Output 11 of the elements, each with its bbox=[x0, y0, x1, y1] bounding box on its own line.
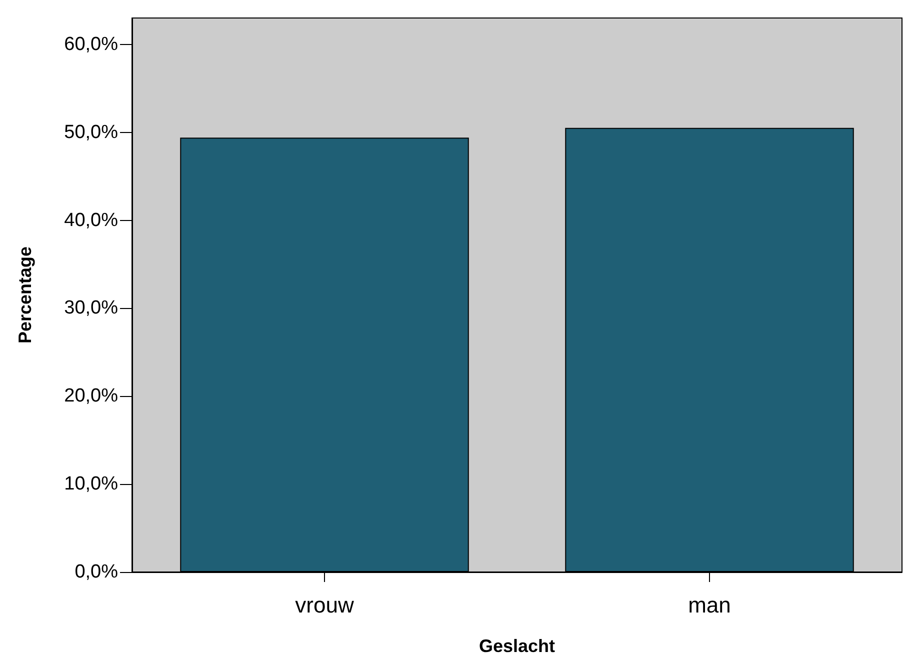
x-tick-label: man bbox=[688, 592, 731, 618]
y-tick-label: 40,0% bbox=[64, 210, 118, 231]
y-axis-title: Percentage bbox=[15, 246, 35, 344]
y-tick-label: 0,0% bbox=[74, 562, 118, 582]
y-tick-label: 60,0% bbox=[64, 34, 118, 55]
y-tick-label: 30,0% bbox=[64, 298, 118, 319]
x-axis-title: Geslacht bbox=[478, 636, 556, 656]
y-tick-label: 50,0% bbox=[64, 122, 118, 143]
x-tick-label: vrouw bbox=[295, 592, 354, 618]
y-tick-label: 10,0% bbox=[64, 474, 118, 495]
y-tick-label: 20,0% bbox=[64, 386, 118, 407]
